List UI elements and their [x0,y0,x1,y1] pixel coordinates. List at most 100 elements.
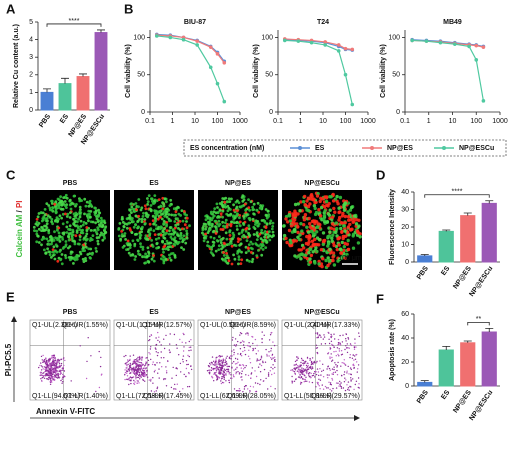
event-dot [126,361,129,363]
data-point [323,43,327,47]
cell-dot [343,221,347,225]
x-tick-label: 1000 [492,118,508,125]
cell-dot [130,205,134,209]
cell-dot [72,194,76,198]
side-label: Calcein AM / PI [15,200,24,257]
cell-dot [242,222,245,225]
y-tick-label: 5 [29,19,33,26]
cell-dot [89,237,93,240]
event-dot [172,366,174,369]
cell-dot [68,216,72,219]
cell-dot [146,200,150,204]
data-point [215,52,220,56]
cell-dot [288,219,292,223]
cell-dot [223,200,227,204]
event-dot [291,375,293,378]
event-dot [335,382,338,384]
cell-dot [64,240,68,243]
cell-dot [206,244,209,248]
cell-dot [121,220,125,224]
event-dot [47,371,50,373]
event-dot [340,387,343,389]
cell-dot [137,205,140,209]
event-dot [248,345,250,347]
cell-dot [330,215,335,219]
event-dot [347,347,349,349]
event-dot [137,356,139,359]
event-dot [54,371,56,373]
cell-dot [213,207,217,211]
event-dot [47,364,49,367]
event-dot [160,357,162,359]
event-dot [231,366,233,368]
event-dot [303,373,305,376]
cell-dot [305,256,310,261]
event-dot [310,363,313,366]
event-dot [295,367,297,370]
event-dot [315,371,317,373]
event-dot [133,366,135,368]
cell-dot [148,222,152,226]
event-dot [240,341,242,344]
cell-dot [247,249,251,253]
cell-dot [236,209,239,213]
cell-dot [268,234,272,238]
cell-dot [144,222,147,225]
cell-dot [72,239,76,243]
cell-dot [82,243,86,247]
event-dot [190,339,192,341]
cell-dot [65,231,69,234]
event-dot [338,355,340,357]
event-dot [133,368,135,370]
cell-dot [155,246,159,250]
event-dot [79,345,81,347]
event-dot [255,353,257,355]
cell-dot [80,231,84,234]
event-dot [231,350,233,352]
cell-dot [133,233,137,236]
event-dot [270,350,272,352]
event-dot [168,349,171,351]
cell-dot [159,204,163,208]
event-dot [55,361,57,363]
data-point [296,39,301,43]
cell-dot [349,218,353,222]
cell-dot [84,204,88,208]
event-dot [308,372,310,375]
event-dot [210,369,213,372]
cell-dot [260,253,264,257]
cell-dot [285,240,289,245]
event-dot [233,388,236,390]
cell-dot [128,213,132,217]
cell-dot [59,200,62,204]
event-dot [348,347,350,349]
event-dot [353,359,355,361]
event-dot [51,356,53,358]
cell-dot [230,244,234,248]
cell-dot [206,240,210,244]
cell-dot [150,239,154,242]
event-dot [98,386,101,389]
cell-dot [62,232,66,236]
event-dot [333,333,335,335]
cell-dot [308,222,312,226]
cell-dot [72,262,75,265]
data-point [481,99,486,103]
cell-dot [47,250,51,254]
cell-dot [172,207,176,211]
event-dot [142,374,144,376]
side-label-part: / [15,208,24,215]
cell-dot [148,234,151,238]
event-dot [143,371,146,374]
cell-dot [162,222,166,225]
cell-dot [224,218,228,222]
legend-label: NP@ES [387,145,413,152]
flow-plot [29,319,111,401]
event-dot [302,364,305,366]
cell-dot [140,220,144,224]
event-dot [302,359,304,362]
event-dot [146,376,149,378]
data-point [154,34,159,38]
event-dot [294,360,297,363]
cell-dot [79,225,83,228]
